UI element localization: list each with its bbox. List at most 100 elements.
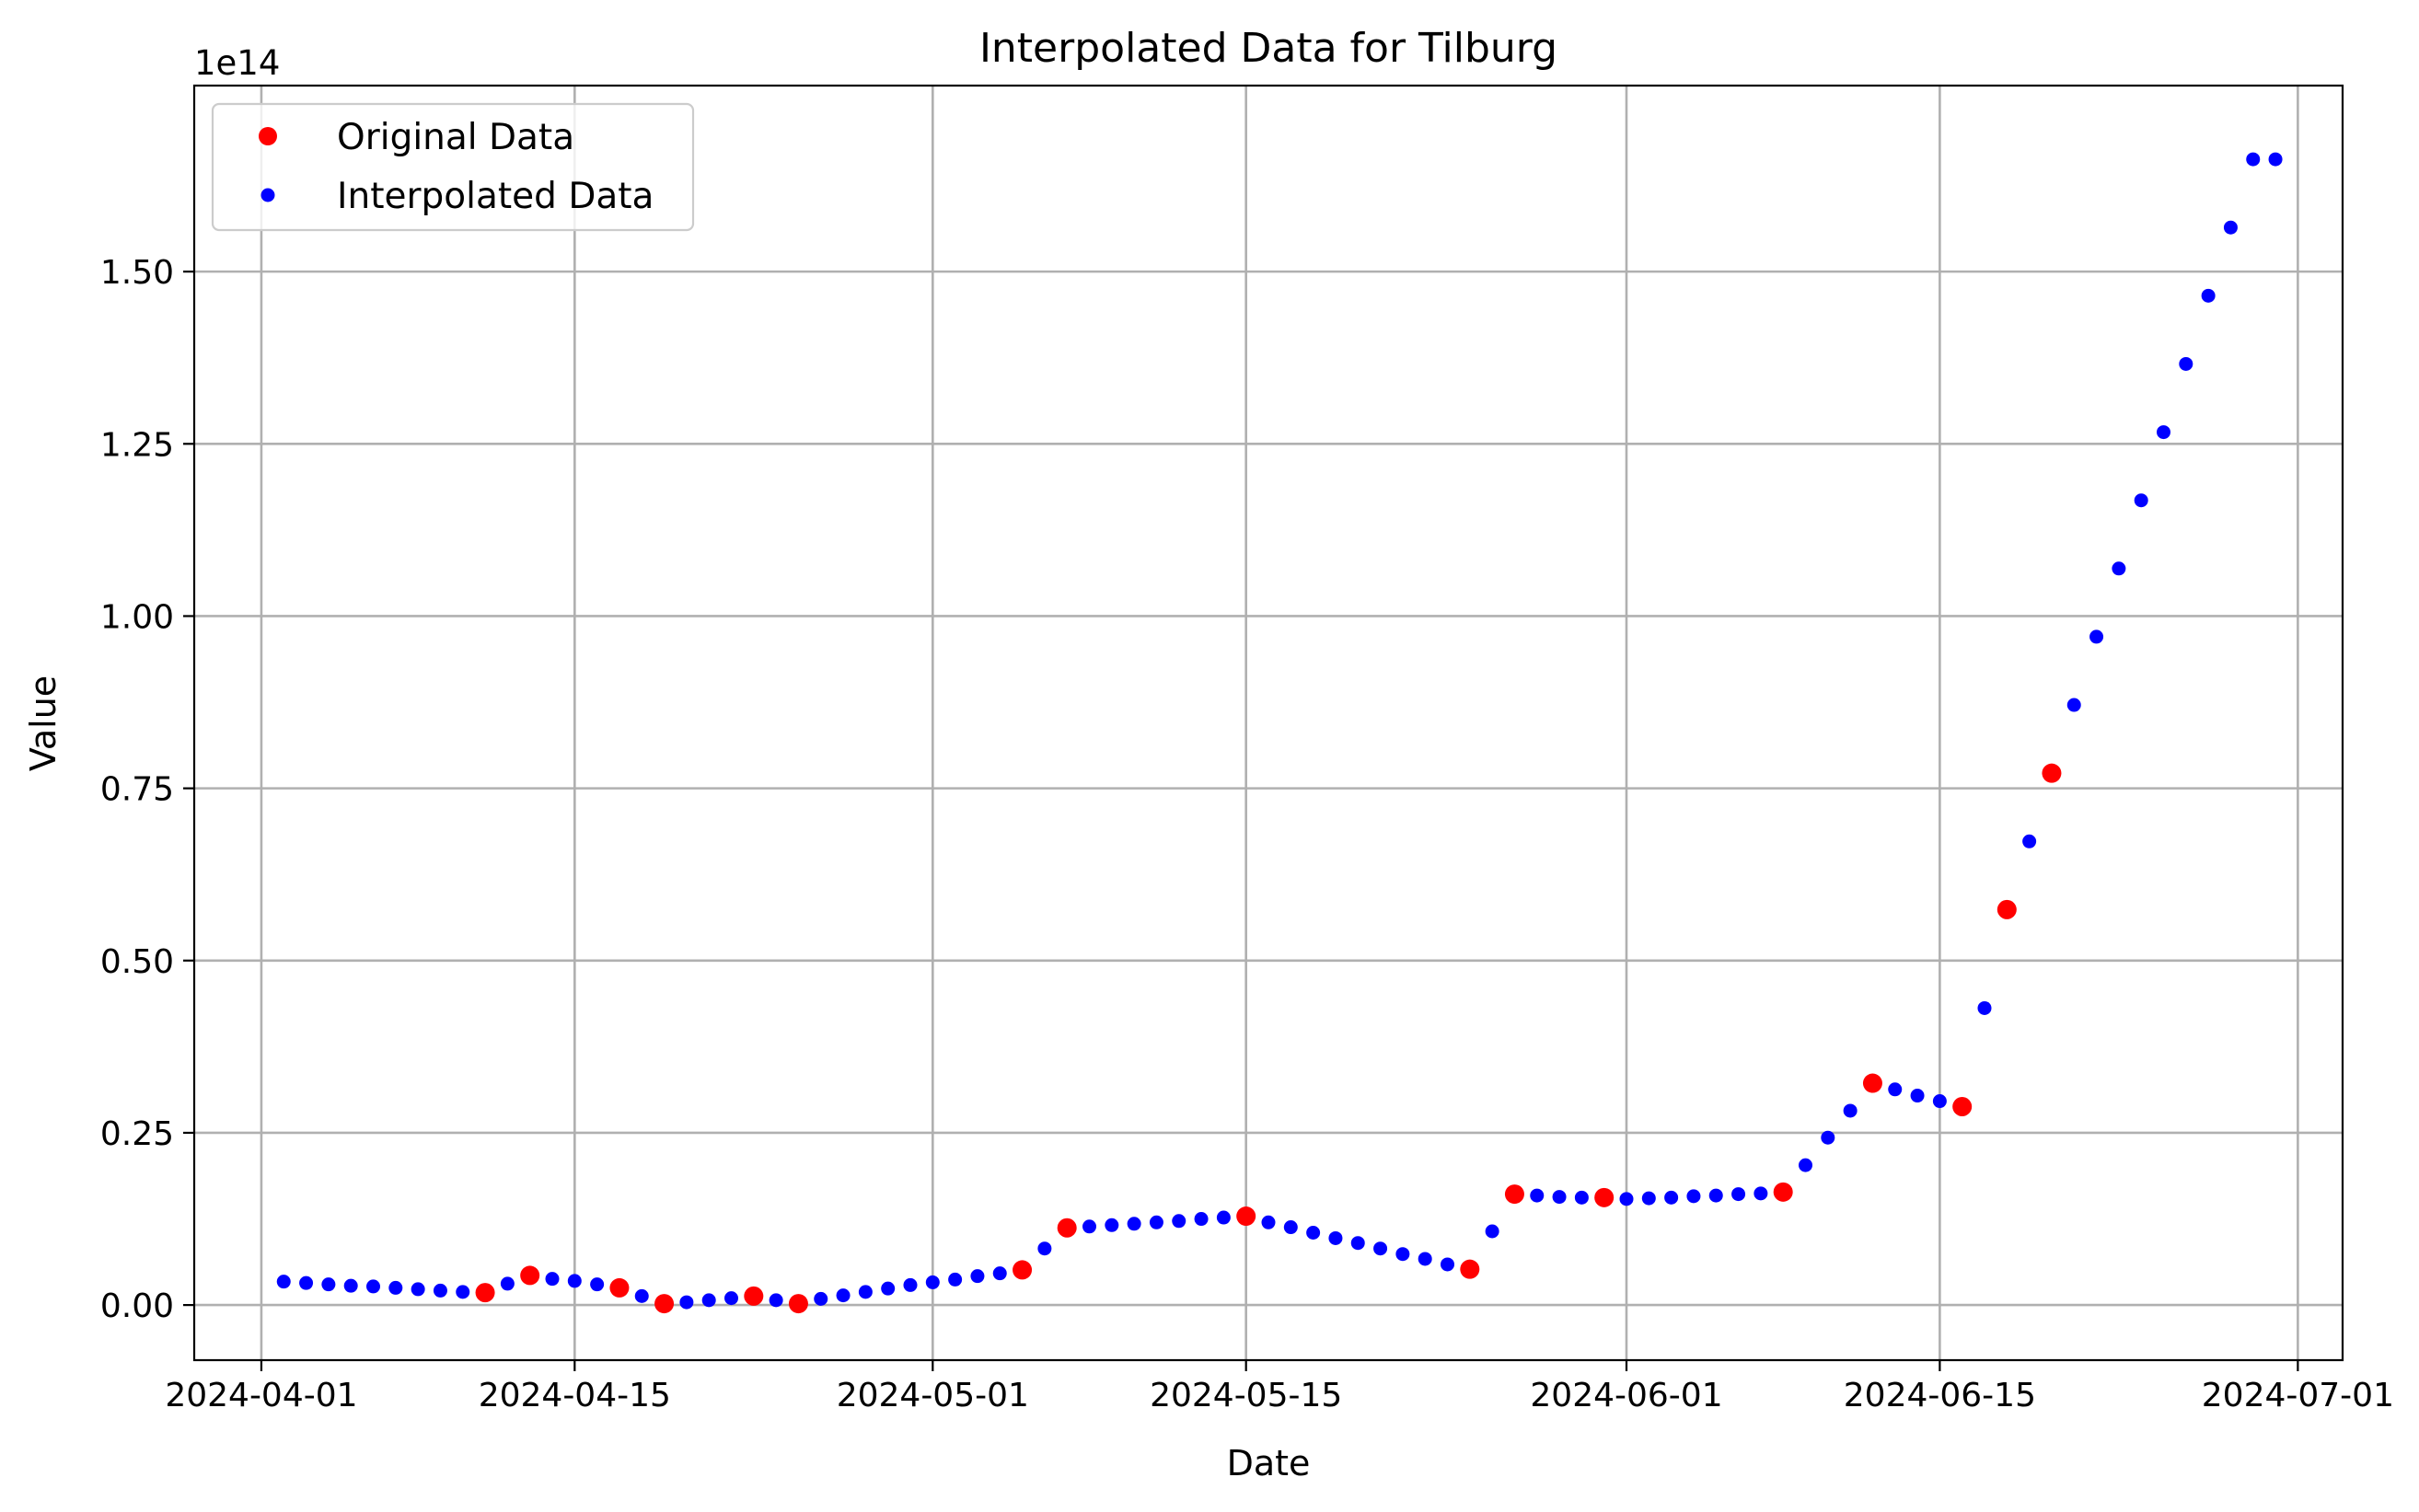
interpolated-data-point (858, 1285, 873, 1299)
interpolated-data-point (1373, 1241, 1388, 1256)
interpolated-data-point (500, 1276, 515, 1291)
interpolated-data-point (2157, 425, 2170, 440)
interpolated-data-point (836, 1288, 851, 1303)
x-tick-label: 2024-04-01 (165, 1377, 357, 1414)
interpolated-data-point (2134, 493, 2148, 508)
interpolated-data-point (1261, 1215, 1276, 1229)
interpolated-data-point (1888, 1082, 1903, 1097)
x-tick-label: 2024-04-15 (479, 1377, 671, 1414)
interpolated-data-point (1641, 1191, 1656, 1206)
interpolated-data-point (1530, 1188, 1545, 1203)
y-tick-label: 0.75 (100, 771, 174, 809)
interpolated-data-point (679, 1295, 694, 1310)
interpolated-data-point (1441, 1257, 1454, 1272)
interpolated-data-point (411, 1282, 425, 1297)
interpolated-data-point (299, 1275, 314, 1290)
interpolated-data-point (724, 1291, 738, 1306)
interpolated-data-point (343, 1278, 358, 1293)
original-data-point (1013, 1260, 1033, 1280)
y-tick-label: 1.50 (100, 254, 174, 292)
interpolated-data-point (2112, 561, 2126, 576)
interpolated-data-point (1708, 1188, 1723, 1203)
interpolated-data-point (1328, 1230, 1343, 1245)
chart-title: Interpolated Data for Tilburg (979, 25, 1557, 72)
interpolated-data-point (1753, 1186, 1768, 1201)
x-tick-label: 2024-07-01 (2202, 1377, 2394, 1414)
interpolated-data-point (1485, 1224, 1499, 1239)
legend-label-original-data: Original Data (337, 117, 574, 158)
interpolated-data-point (1821, 1130, 1835, 1145)
interpolated-data-point (1082, 1219, 1096, 1234)
original-data-point (609, 1277, 630, 1298)
y-tick-label: 1.00 (100, 598, 174, 636)
y-tick-label: 0.50 (100, 943, 174, 981)
y-tick-label: 0.25 (100, 1115, 174, 1153)
interpolated-data-point (321, 1277, 336, 1292)
interpolated-data-point (1843, 1103, 1858, 1118)
axes-frame (192, 84, 2344, 1362)
interpolated-data-point (2246, 152, 2261, 167)
interpolated-data-point (1619, 1192, 1634, 1206)
original-data-point (1997, 899, 2017, 919)
interpolated-data-point (701, 1293, 716, 1308)
axis-ticks: 2024-04-01 2024-04-15 2024-05-01 2024-05-15… (100, 254, 2394, 1414)
original-data-point (1862, 1073, 1882, 1093)
legend: Original Data Interpolated Data (211, 102, 695, 232)
interpolated-data-point (769, 1293, 783, 1308)
interpolated-data-point (276, 1275, 291, 1289)
grid-lines (194, 86, 2343, 1360)
interpolated-data-point (2022, 834, 2037, 848)
x-tick-label: 2024-06-01 (1530, 1377, 1722, 1414)
original-data-point (1773, 1182, 1793, 1202)
y-axis-offset-label: 1e14 (194, 43, 280, 83)
original-data-point (475, 1283, 495, 1303)
original-data-point (1594, 1187, 1615, 1207)
interpolated-data-point (948, 1272, 963, 1287)
interpolated-data-point (1350, 1236, 1365, 1251)
y-axis-label: Value (23, 675, 64, 771)
interpolated-data-point (1216, 1210, 1231, 1225)
original-data-point (1952, 1097, 1973, 1116)
interpolated-data-point (1932, 1094, 1947, 1109)
data-points (276, 152, 2283, 1314)
y-tick-label: 0.00 (100, 1287, 174, 1325)
original-data-point (654, 1294, 675, 1314)
interpolated-data-point (2201, 288, 2216, 303)
x-tick-label: 2024-05-15 (1150, 1377, 1342, 1414)
interpolated-data-point (1127, 1217, 1141, 1231)
interpolated-data-point (1037, 1241, 1052, 1256)
interpolated-data-point (2179, 356, 2193, 371)
original-data-point (1057, 1218, 1077, 1238)
legend-label-interpolated-data: Interpolated Data (337, 176, 654, 217)
interpolated-data-point (2268, 152, 2283, 167)
interpolated-data-point (992, 1266, 1007, 1281)
legend-box (211, 102, 695, 232)
interpolated-data-point (1283, 1220, 1298, 1235)
interpolated-data-point (1306, 1226, 1321, 1240)
y-tick-label: 1.25 (100, 426, 174, 464)
interpolated-data-point (1574, 1190, 1589, 1205)
interpolated-data-point (366, 1279, 380, 1294)
interpolated-data-point (1552, 1190, 1567, 1205)
interpolated-data-point (1664, 1190, 1679, 1205)
interpolated-data-point (925, 1275, 940, 1289)
x-axis-label: Date (1227, 1443, 1311, 1483)
interpolated-data-point (1105, 1218, 1119, 1232)
interpolated-data-point (456, 1285, 470, 1299)
interpolated-data-point (567, 1274, 582, 1288)
interpolated-data-point (814, 1291, 828, 1306)
interpolated-data-point (903, 1277, 918, 1292)
interpolated-data-point (1418, 1252, 1432, 1266)
interpolated-data-point (2066, 698, 2081, 712)
interpolated-data-point (1149, 1215, 1163, 1229)
interpolated-data-point (1731, 1187, 1746, 1202)
original-data-point (744, 1286, 764, 1306)
interpolated-data-point (634, 1288, 649, 1303)
interpolated-data-point (881, 1281, 896, 1296)
original-data-point (1460, 1259, 1480, 1279)
legend-marker-original-data (259, 127, 277, 145)
original-data-point (1236, 1206, 1256, 1227)
